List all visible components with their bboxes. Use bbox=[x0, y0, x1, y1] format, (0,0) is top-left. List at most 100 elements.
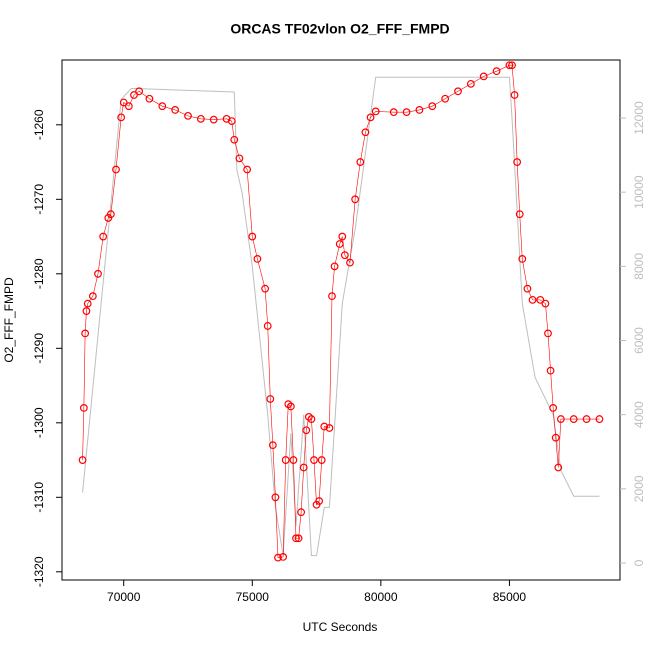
data-point bbox=[274, 553, 282, 562]
data-point bbox=[196, 114, 205, 123]
y-tick-label: -1260 bbox=[32, 109, 46, 140]
data-point bbox=[513, 158, 522, 166]
data-point bbox=[130, 91, 138, 99]
series-line bbox=[82, 76, 600, 557]
y-tick-label: -1270 bbox=[32, 184, 46, 215]
data-point bbox=[338, 232, 347, 241]
series-connector bbox=[82, 64, 600, 558]
data-point bbox=[554, 463, 563, 472]
data-point bbox=[307, 415, 316, 423]
data-point bbox=[544, 329, 552, 338]
x-tick-label: 85000 bbox=[493, 590, 527, 604]
data-point bbox=[78, 456, 87, 464]
y-tick-label: -1300 bbox=[32, 407, 46, 438]
data-point bbox=[292, 534, 300, 543]
data-point bbox=[261, 284, 270, 293]
data-point bbox=[330, 262, 339, 271]
data-point bbox=[81, 329, 90, 338]
data-point bbox=[263, 322, 272, 330]
data-point bbox=[289, 456, 298, 464]
data-point bbox=[94, 269, 102, 278]
data-point bbox=[508, 61, 516, 70]
y2-tick-label: 4000 bbox=[632, 401, 646, 428]
data-point bbox=[523, 284, 532, 293]
y2-tick-label: 6000 bbox=[632, 327, 646, 354]
data-point bbox=[515, 210, 524, 219]
data-point bbox=[99, 232, 108, 241]
data-point bbox=[297, 508, 306, 517]
data-point bbox=[235, 154, 244, 163]
data-point bbox=[466, 79, 475, 88]
data-point bbox=[546, 366, 555, 375]
y2-tick-label: 2000 bbox=[632, 475, 646, 502]
data-point bbox=[518, 255, 527, 263]
data-point bbox=[428, 102, 437, 111]
data-point bbox=[209, 115, 218, 124]
data-point bbox=[356, 158, 365, 166]
data-point bbox=[595, 415, 604, 423]
data-point bbox=[389, 108, 398, 117]
data-point bbox=[315, 497, 324, 505]
data-point bbox=[528, 295, 537, 304]
data-point bbox=[83, 299, 92, 308]
x-tick-label: 75000 bbox=[236, 590, 270, 604]
data-point bbox=[281, 456, 290, 464]
data-point bbox=[492, 67, 501, 76]
y-tick-label: -1320 bbox=[32, 556, 46, 587]
data-point bbox=[112, 165, 120, 174]
data-point bbox=[79, 404, 88, 412]
data-point bbox=[454, 87, 462, 96]
data-point bbox=[335, 240, 344, 248]
data-point bbox=[510, 91, 519, 99]
data-point bbox=[310, 456, 318, 464]
chart-title: ORCAS TF02vlon O2_FFF_FMPD bbox=[230, 21, 449, 37]
data-point bbox=[299, 463, 308, 472]
data-point bbox=[88, 292, 97, 301]
data-point bbox=[325, 424, 334, 432]
data-point bbox=[124, 102, 133, 111]
x-tick-label: 80000 bbox=[364, 590, 398, 604]
data-point bbox=[171, 106, 180, 114]
data-point bbox=[302, 426, 311, 435]
data-point bbox=[441, 94, 450, 103]
data-point bbox=[253, 255, 262, 263]
data-point bbox=[346, 258, 354, 267]
data-point bbox=[271, 493, 280, 502]
y-tick-label: -1280 bbox=[32, 258, 46, 289]
data-point bbox=[569, 415, 578, 423]
y2-tick-label: 8000 bbox=[632, 253, 646, 280]
data-point bbox=[230, 135, 239, 144]
x-tick-label: 70000 bbox=[107, 590, 141, 604]
data-point bbox=[505, 61, 514, 70]
data-point bbox=[556, 415, 565, 423]
data-point bbox=[551, 433, 560, 442]
data-point bbox=[536, 295, 545, 304]
data-point bbox=[248, 232, 257, 241]
data-point bbox=[582, 415, 591, 423]
y2-tick-label: 0 bbox=[632, 559, 646, 566]
data-point bbox=[361, 128, 370, 137]
plot-box bbox=[61, 59, 621, 581]
data-point bbox=[184, 111, 192, 120]
y-tick-label: -1310 bbox=[32, 482, 46, 513]
data-point bbox=[351, 195, 360, 204]
data-point bbox=[82, 307, 91, 315]
data-point bbox=[279, 553, 288, 561]
data-point bbox=[294, 534, 303, 543]
data-point bbox=[145, 94, 154, 103]
data-point bbox=[119, 98, 128, 107]
y-tick-label: -1290 bbox=[32, 333, 46, 364]
data-point bbox=[320, 422, 329, 431]
data-point bbox=[243, 165, 252, 174]
data-point bbox=[227, 117, 236, 125]
data-point bbox=[479, 72, 488, 81]
data-point bbox=[366, 113, 375, 122]
x-axis-label: UTC Seconds bbox=[303, 620, 378, 634]
data-point bbox=[415, 106, 424, 114]
data-point bbox=[117, 113, 126, 122]
data-point bbox=[266, 395, 275, 403]
data-point bbox=[549, 404, 558, 412]
data-point bbox=[106, 210, 115, 219]
data-point bbox=[402, 108, 411, 117]
